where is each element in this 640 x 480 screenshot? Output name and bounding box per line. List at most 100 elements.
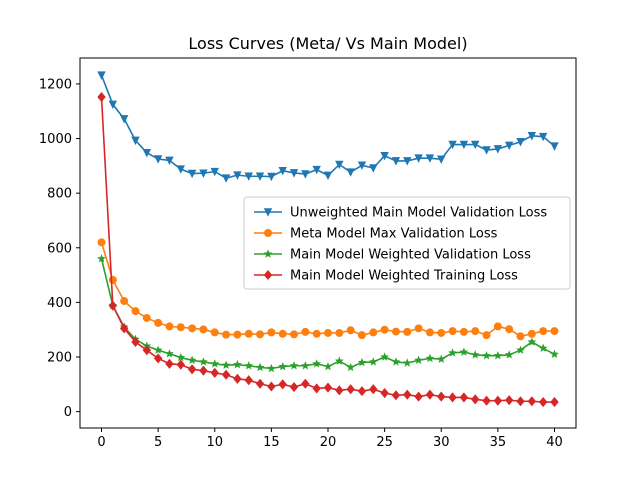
data-point — [471, 140, 480, 150]
data-point — [131, 307, 140, 316]
data-point — [391, 157, 401, 166]
data-point — [199, 357, 208, 366]
data-point — [538, 132, 548, 142]
data-point — [233, 330, 242, 339]
data-point — [97, 92, 106, 103]
data-point — [335, 385, 344, 396]
data-point — [527, 396, 537, 407]
data-point — [312, 383, 321, 394]
data-point — [210, 167, 219, 177]
y-tick-label: 600 — [47, 241, 72, 256]
data-point — [346, 168, 355, 177]
data-point — [527, 329, 536, 338]
data-point — [402, 358, 412, 367]
data-point — [550, 349, 559, 358]
data-point — [482, 331, 491, 340]
data-point — [448, 327, 457, 336]
data-point — [539, 327, 548, 336]
legend-entry-2: Meta Model Max Validation Loss — [254, 227, 498, 242]
data-point — [493, 322, 502, 331]
data-point — [414, 355, 423, 364]
data-point — [97, 238, 106, 247]
data-point — [346, 326, 355, 335]
data-point — [165, 322, 174, 331]
data-point — [142, 345, 152, 356]
data-point — [425, 328, 434, 337]
data-point — [187, 169, 197, 179]
data-point — [301, 170, 310, 179]
y-tick-label: 0 — [64, 405, 72, 420]
plot-area — [97, 71, 559, 408]
data-point — [244, 361, 254, 370]
data-point — [527, 132, 537, 141]
data-point — [233, 373, 242, 384]
series-2 — [97, 238, 559, 341]
data-point — [471, 327, 480, 336]
data-point — [369, 384, 378, 395]
data-point — [414, 154, 423, 163]
legend-entry-4: Main Model Weighted Training Loss — [254, 269, 518, 284]
data-point — [436, 354, 446, 363]
data-point — [289, 382, 299, 393]
data-point — [437, 328, 446, 337]
data-point — [221, 174, 231, 183]
data-point — [471, 394, 480, 405]
x-tick-label: 25 — [376, 435, 393, 450]
chart-title: Loss Curves (Meta/ Vs Main Model) — [188, 34, 467, 53]
data-point — [470, 350, 480, 359]
data-point — [380, 151, 389, 161]
data-point — [165, 349, 174, 358]
data-point — [312, 359, 322, 368]
data-point — [267, 172, 276, 182]
data-point — [255, 362, 265, 372]
data-point — [550, 142, 559, 151]
data-point — [482, 395, 491, 406]
data-point — [97, 71, 106, 80]
data-point — [516, 396, 525, 407]
legend-box — [243, 196, 571, 290]
data-point — [244, 172, 253, 181]
legend-label: Main Model Weighted Training Loss — [290, 269, 518, 284]
data-point — [153, 345, 163, 354]
data-point — [199, 365, 208, 376]
data-point — [312, 329, 321, 338]
data-point — [210, 359, 220, 368]
data-point — [369, 164, 378, 173]
data-point — [425, 389, 435, 400]
data-point — [210, 328, 219, 337]
data-point — [335, 328, 344, 337]
data-point — [504, 141, 514, 151]
x-tick-label: 15 — [263, 435, 280, 450]
data-point — [119, 115, 129, 124]
data-point — [482, 146, 491, 155]
legend-entry-3: Main Model Weighted Validation Loss — [254, 248, 531, 263]
y-tick-label: 1000 — [39, 132, 72, 147]
data-point — [108, 100, 118, 110]
data-point — [119, 323, 129, 334]
data-point — [346, 362, 356, 372]
series-4 — [97, 92, 559, 408]
data-point — [312, 165, 321, 175]
data-point — [210, 367, 219, 378]
data-point — [290, 330, 299, 339]
data-point — [369, 328, 378, 337]
legend-marker — [263, 208, 273, 217]
data-point — [335, 160, 344, 170]
y-tick-label: 1200 — [39, 77, 72, 92]
data-point — [142, 148, 152, 158]
data-point — [165, 156, 174, 166]
y-tick-label: 400 — [47, 296, 72, 311]
data-point — [516, 332, 525, 341]
data-point — [403, 157, 412, 166]
data-point — [334, 356, 344, 365]
data-point — [357, 357, 367, 367]
data-point — [323, 361, 333, 371]
legend-marker — [263, 249, 273, 258]
data-point — [538, 343, 548, 352]
data-point — [97, 254, 106, 263]
data-point — [187, 355, 197, 364]
data-point — [357, 331, 366, 340]
data-point — [176, 359, 185, 370]
data-point — [278, 379, 287, 390]
data-point — [120, 297, 129, 306]
